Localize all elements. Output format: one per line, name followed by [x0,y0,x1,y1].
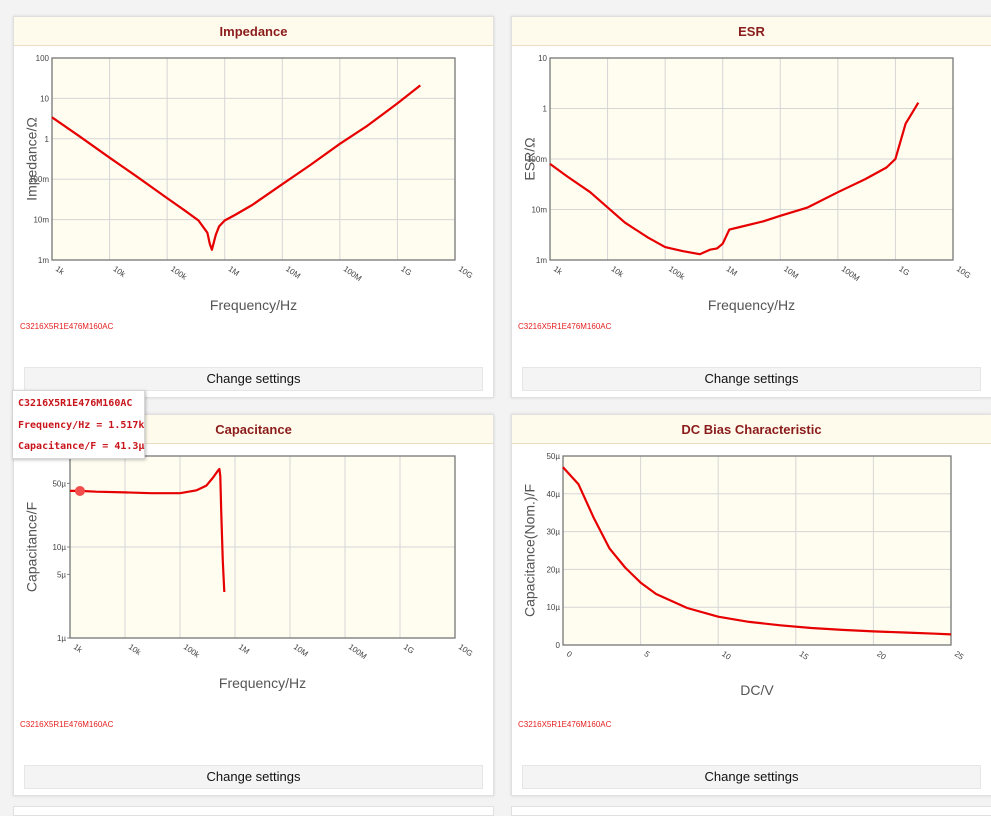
x-tick-label: 15 [798,649,811,662]
x-tick-label: 100M [347,642,369,661]
part-number-label: C3216X5R1E476M160AC [518,322,612,331]
y-tick-label: 1m [38,256,49,265]
x-tick-label: 10 [720,649,733,662]
x-tick-label: 100k [667,264,687,282]
capacitance-chart: 1k 10k 100k 1M 10M 100M 1G 10G 50µ 10µ 5µ 1µ Frequen… [23,455,475,691]
tooltip-part-number: C3216X5R1E476M160AC [18,398,133,409]
y-tick-label: 10µ [52,543,66,552]
tooltip-frequency: Frequency/Hz = 1.517k [18,420,145,431]
next-panel-edge [511,806,991,816]
plot-frame [51,57,456,261]
part-number-label: C3216X5R1E476M160AC [20,720,114,729]
x-tick-label: 10k [127,642,144,657]
next-panel-edge [13,806,494,816]
y-tick-label: 100 [36,54,50,63]
x-tick-label: 10M [292,642,310,658]
part-number-label: C3216X5R1E476M160AC [20,322,114,331]
tooltip-capacitance: Capacitance/F = 41.3µ [18,441,145,452]
x-tick-label: 10G [457,264,475,280]
y-tick-label: 50µ [546,452,560,461]
x-tick-label: 10M [284,264,302,280]
y-tick-label: 1m [536,256,547,265]
x-tick-label: 1G [402,642,416,655]
x-tick-label: 20 [875,649,888,662]
x-tick-label: 1k [72,642,85,655]
y-tick-label: 10 [40,94,49,103]
x-tick-label: 1k [552,264,565,277]
change-settings-button[interactable]: Change settings [24,765,483,789]
x-axis-label: DC/V [740,682,774,698]
y-tick-label: 100m [29,175,49,184]
x-tick-label: 100M [840,264,862,283]
series-line [549,102,920,256]
x-tick-label: 1M [227,264,242,278]
panel-title: DC Bias Characteristic [512,415,991,444]
plot-frame [562,455,952,646]
y-tick-label: 1 [543,105,548,114]
part-number-label: C3216X5R1E476M160AC [518,720,612,729]
series-line [562,466,952,636]
impedance-chart: 1k 10k 100k 1M 10M 100M 1G 10G 100 10 1 100m 10m 1m Fr… [23,54,475,313]
dc-bias-panel: DC Bias Characteristic 0 5 10 15 20 25 50µ 40µ 3… [511,414,991,796]
y-tick-label: 1 [45,135,50,144]
y-axis-label: Impedance/Ω [23,117,39,201]
x-tick-label: 0 [565,649,574,659]
y-axis-label: Capacitance/F [23,502,39,592]
y-tick-label: 10m [531,206,547,215]
y-axis-label: Capacitance(Nom.)/F [521,484,537,617]
x-tick-label: 10G [955,264,973,280]
plot-frame [549,57,954,261]
plot-area [52,58,455,260]
data-point-tooltip: C3216X5R1E476M160AC Frequency/Hz = 1.517… [12,390,145,459]
impedance-panel: Impedance 1k 10k 100k 1M 10M 100M 1G 10G 100 10 1 1… [13,16,494,398]
x-tick-label: 100k [182,642,202,660]
series-line [51,84,421,251]
esr-panel: ESR 1k 10k 100k 1M 10M 100M 1G 10G 10 1 100m 10m 1m F… [511,16,991,398]
x-tick-label: 1M [725,264,740,278]
capacitance-panel: Capacitance 1k 10k 100k 1M 10M 100M 1G 10G 50µ 10… [13,414,494,796]
y-tick-label: 20µ [546,565,560,574]
x-tick-label: 1G [399,264,413,277]
x-tick-label: 100M [342,264,364,283]
x-axis-label: Frequency/Hz [708,297,795,313]
y-tick-label: 5µ [57,570,66,579]
x-tick-label: 1G [897,264,911,277]
x-axis-label: Frequency/Hz [219,675,306,691]
x-tick-label: 1M [237,642,252,656]
x-tick-label: 100k [169,264,189,282]
x-tick-label: 25 [953,649,966,662]
change-settings-button[interactable]: Change settings [24,367,483,391]
change-settings-button[interactable]: Change settings [522,367,981,391]
x-tick-label: 1k [54,264,67,277]
plot-area [563,456,951,645]
esr-chart: 1k 10k 100k 1M 10M 100M 1G 10G 10 1 100m 10m 1m Frequ… [521,54,973,313]
panel-title: Impedance [14,17,493,46]
change-settings-button[interactable]: Change settings [522,765,981,789]
highlight-point [74,485,85,496]
series-line [70,467,226,593]
y-tick-label: 40µ [546,490,560,499]
y-tick-label: 30µ [546,528,560,537]
y-tick-label: 10 [538,54,547,63]
y-tick-label: 1µ [57,634,66,643]
dc-bias-chart: 0 5 10 15 20 25 50µ 40µ 30µ 20µ 10µ 0 DC/V Capacitanc… [521,452,966,698]
x-tick-label: 10G [457,642,475,658]
x-tick-label: 10M [782,264,800,280]
x-tick-label: 10k [609,264,626,279]
plot-frame [69,455,456,639]
y-tick-label: 10m [33,216,49,225]
y-tick-label: 0 [556,641,561,650]
y-tick-label: 50µ [52,479,66,488]
x-tick-label: 10k [111,264,128,279]
x-axis-label: Frequency/Hz [210,297,297,313]
y-axis-label: ESR/Ω [521,137,537,180]
panel-title: ESR [512,17,991,46]
y-tick-label: 10µ [546,603,560,612]
x-tick-label: 5 [642,649,651,659]
y-tick-label: 100m [527,155,547,164]
